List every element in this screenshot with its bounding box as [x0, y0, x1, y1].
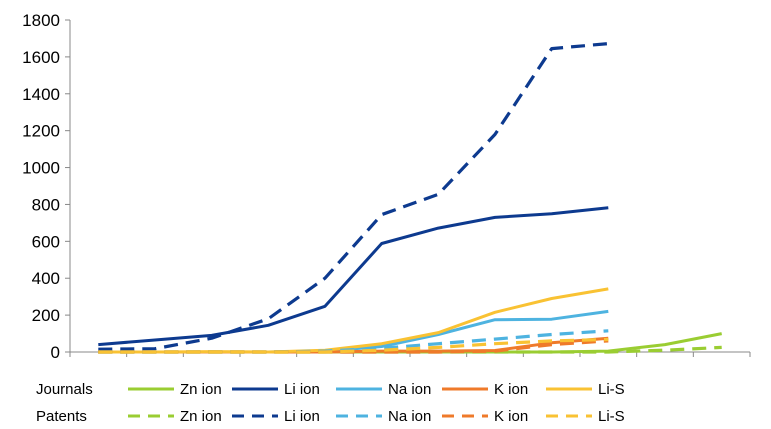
legend-entry-label: Na ion — [388, 381, 431, 398]
legend-entry-label: Li-S — [598, 408, 625, 425]
y-tick-label: 1600 — [22, 48, 60, 67]
y-tick-label: 1400 — [22, 85, 60, 104]
series-line-patents-li-s — [98, 337, 609, 354]
legend-group-label: Patents — [36, 408, 87, 425]
series-line-journals-li-s — [98, 287, 609, 354]
legend-entry-label: Na ion — [388, 408, 431, 425]
series-layer — [98, 42, 722, 354]
legend: Journals Patents Zn ion Li ion Na ion K ion Li… — [36, 381, 625, 425]
y-tick-label: 1000 — [22, 159, 60, 178]
y-tick-label: 1800 — [22, 11, 60, 30]
y-tick-label: 0 — [51, 343, 60, 362]
y-tick-label: 200 — [32, 306, 60, 325]
legend-entry-label: Li ion — [284, 408, 320, 425]
series-line-patents-na-ion — [98, 329, 609, 354]
series-line-patents-li-ion — [98, 42, 609, 351]
legend-entry-label: Li-S — [598, 381, 625, 398]
y-tick-label: 800 — [32, 195, 60, 214]
y-tick-label: 600 — [32, 232, 60, 251]
legend-entry-label: Li ion — [284, 381, 320, 398]
y-tick-label: 400 — [32, 269, 60, 288]
legend-entry-label: K ion — [494, 408, 528, 425]
legend-entry-label: K ion — [494, 381, 528, 398]
legend-group-label: Journals — [36, 381, 93, 398]
y-axis: 0 200 400 600 800 1000 1200 1400 1600 1800 — [22, 11, 71, 362]
legend-entry-label: Zn ion — [180, 381, 222, 398]
y-tick-label: 1200 — [22, 122, 60, 141]
legend-entry-label: Zn ion — [180, 408, 222, 425]
series-line-journals-li-ion — [98, 206, 609, 347]
